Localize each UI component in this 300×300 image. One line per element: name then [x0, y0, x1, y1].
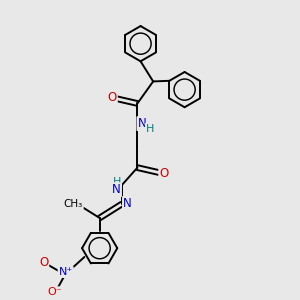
Text: O: O: [39, 256, 48, 269]
Text: N: N: [137, 117, 146, 130]
Text: CH₃: CH₃: [64, 199, 83, 208]
Text: O: O: [159, 167, 169, 180]
Text: H: H: [112, 177, 121, 187]
Text: O⁻: O⁻: [48, 287, 62, 297]
Text: H: H: [146, 124, 154, 134]
Text: N: N: [123, 197, 132, 210]
Text: N⁺: N⁺: [58, 267, 73, 277]
Text: N: N: [112, 183, 121, 196]
Text: O: O: [108, 91, 117, 104]
